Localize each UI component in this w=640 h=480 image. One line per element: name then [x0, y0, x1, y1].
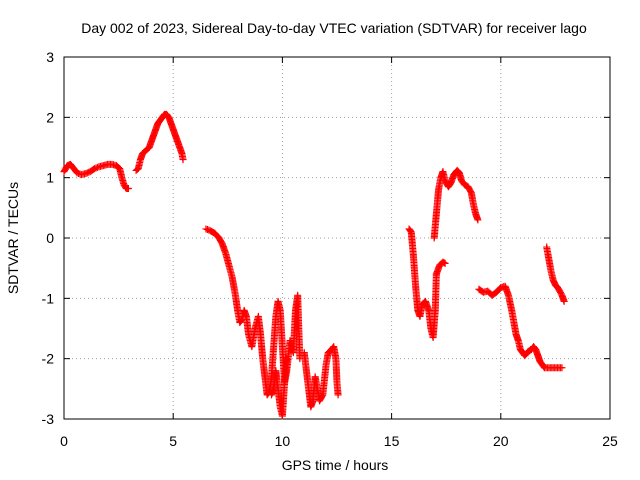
- x-tick-label: 20: [493, 433, 509, 449]
- x-tick-label: 10: [275, 433, 291, 449]
- x-tick-label: 5: [169, 433, 177, 449]
- x-tick-label: 0: [60, 433, 68, 449]
- y-axis-label: SDTVAR / TECUs: [5, 182, 21, 294]
- x-tick-label: 15: [384, 433, 400, 449]
- y-tick-label: 1: [46, 170, 54, 186]
- data-point: [283, 355, 291, 363]
- data-point: [558, 364, 566, 372]
- data-point: [560, 297, 568, 305]
- y-tick-label: -3: [42, 411, 55, 427]
- y-tick-label: -1: [42, 290, 55, 306]
- data-point: [179, 156, 187, 164]
- y-tick-label: 3: [46, 49, 54, 65]
- y-tick-label: 2: [46, 109, 54, 125]
- data-point: [334, 391, 342, 399]
- data-points: [60, 110, 568, 420]
- x-axis-label: GPS time / hours: [282, 457, 389, 473]
- data-point: [474, 216, 482, 224]
- x-tick-label: 25: [602, 433, 618, 449]
- y-tick-label: 0: [46, 230, 54, 246]
- data-point: [441, 259, 449, 267]
- chart-title: Day 002 of 2023, Sidereal Day-to-day VTE…: [81, 20, 587, 36]
- y-tick-label: -2: [42, 351, 55, 367]
- data-point: [440, 259, 448, 267]
- data-point: [124, 185, 132, 193]
